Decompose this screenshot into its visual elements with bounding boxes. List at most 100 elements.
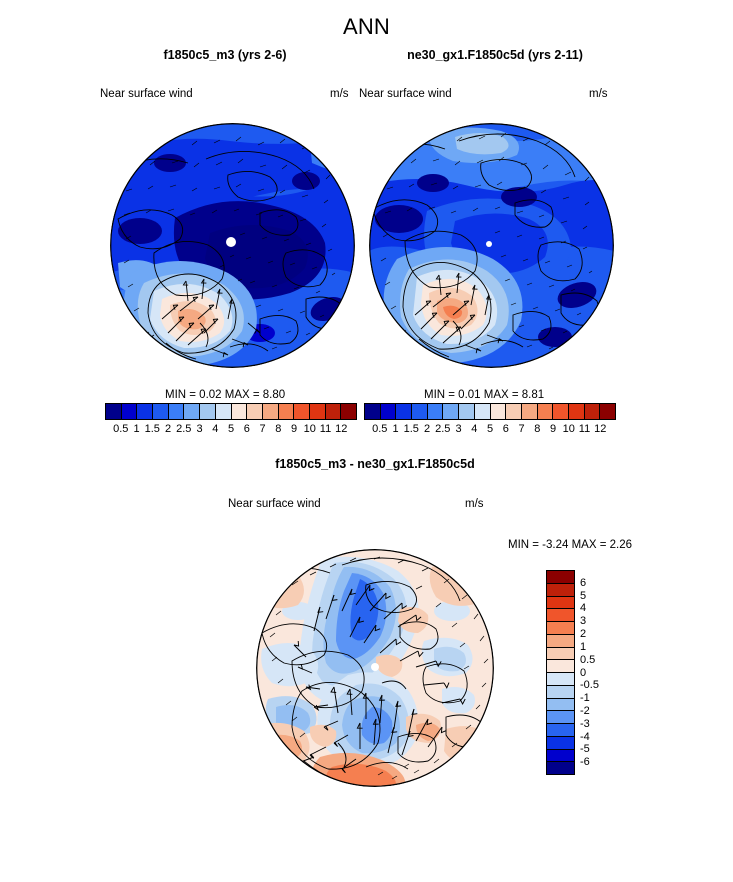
colorbar-cell-9 xyxy=(506,404,522,419)
colorbar-diff-tick-label: 1 xyxy=(580,640,587,653)
colorbar-cell-15 xyxy=(600,404,615,419)
colorbar-cell-1 xyxy=(121,404,138,419)
colorbar-cell-7 xyxy=(474,404,491,419)
colorbar-tick-label: 9 xyxy=(290,423,298,435)
colorbar-tick-label: 8 xyxy=(534,423,541,435)
colorbar-diff-tick-label: 0 xyxy=(580,666,587,679)
colorbar-diff-tick-label: -1 xyxy=(580,692,590,705)
colorbar-cell-2 xyxy=(396,404,413,419)
colorbar-tick-label: 7 xyxy=(259,423,266,435)
colorbar-diff-cell-7 xyxy=(547,660,574,673)
colorbar-tick-label: 7 xyxy=(518,423,525,435)
colorbar-diff-labels: 6 5 4 3 2 1 0.5 0 -0.5 -1 -2 -3 -4 -5 -6 xyxy=(580,570,620,775)
colorbar-tick-label: 5 xyxy=(227,423,235,435)
colorbar-diff-cell-12 xyxy=(547,724,574,737)
colorbar-tick-label: 6 xyxy=(502,423,509,435)
colorbar-cell-9 xyxy=(247,404,263,419)
colorbar-cell-10 xyxy=(521,404,538,419)
colorbar-diff-cell-2 xyxy=(547,596,574,610)
colorbar-cell-4 xyxy=(168,404,185,419)
colorbar-tick-label: 4 xyxy=(471,423,478,435)
panel-title-left: f1850c5_m3 (yrs 2-6) xyxy=(163,48,287,62)
colorbar-diff-cell-8 xyxy=(547,673,574,686)
colorbar-cell-2 xyxy=(137,404,154,419)
colorbar-left-cells xyxy=(105,403,357,420)
colorbar-diff-cell-15 xyxy=(547,762,574,774)
colorbar-cell-0 xyxy=(106,404,122,419)
colorbar-diff-tick-label: -3 xyxy=(580,717,590,730)
colorbar-tick-label: 2 xyxy=(164,423,172,435)
colorbar-tick-label: 10 xyxy=(303,423,316,435)
colorbar-diff-cell-5 xyxy=(547,634,574,648)
colorbar-tick-label: 12 xyxy=(594,423,607,435)
polar-map-diff xyxy=(256,549,494,787)
colorbar-cell-5 xyxy=(443,404,460,419)
colorbar-diff-cell-10 xyxy=(547,698,574,712)
polar-map-left xyxy=(110,123,355,368)
colorbar-diff-tick-label: 2 xyxy=(580,628,587,641)
colorbar-cell-0 xyxy=(365,404,381,419)
colorbar-cell-14 xyxy=(325,404,342,419)
colorbar-cell-13 xyxy=(568,404,585,419)
colorbar-diff-cells xyxy=(546,570,575,775)
colorbar-cell-5 xyxy=(184,404,201,419)
field-label-diff: Near surface wind xyxy=(228,498,321,510)
colorbar-tick-label: 4 xyxy=(212,423,219,435)
colorbar-cell-12 xyxy=(553,404,569,419)
panel-title-right: ne30_gx1.F1850c5d (yrs 2-11) xyxy=(407,48,583,62)
colorbar-tick-label: 10 xyxy=(562,423,575,435)
colorbar-cell-14 xyxy=(584,404,601,419)
colorbar-diff-cell-9 xyxy=(547,685,574,699)
colorbar-tick-label: 1.5 xyxy=(403,423,419,435)
colorbar-cell-10 xyxy=(262,404,279,419)
colorbar-tick-label: 1 xyxy=(392,423,399,435)
colorbar-cell-15 xyxy=(341,404,356,419)
north-pole-marker-left xyxy=(226,237,236,247)
colorbar-diff-cell-4 xyxy=(547,622,574,635)
colorbar-tick-label: 12 xyxy=(335,423,348,435)
colorbar-cell-7 xyxy=(215,404,232,419)
colorbar-left-labels: 0.5 1 1.5 2 2.5 3 4 5 6 7 8 9 10 11 12 xyxy=(105,423,357,439)
unit-label-right: m/s xyxy=(589,88,608,100)
colorbar-cell-6 xyxy=(200,404,216,419)
colorbar-diff-cell-13 xyxy=(547,736,574,750)
colorbar-diff-tick-label: -4 xyxy=(580,730,590,743)
colorbar-tick-label: 8 xyxy=(275,423,282,435)
colorbar-cell-6 xyxy=(459,404,475,419)
colorbar-diff-tick-label: -6 xyxy=(580,756,590,769)
colorbar-tick-label: 11 xyxy=(578,423,591,435)
colorbar-tick-label: 2.5 xyxy=(435,423,451,435)
colorbar-cell-4 xyxy=(427,404,444,419)
minmax-label-diff: MIN = -3.24 MAX = 2.26 xyxy=(508,539,633,551)
colorbar-tick-label: 2 xyxy=(423,423,431,435)
colorbar-diff xyxy=(546,570,575,775)
colorbar-diff-cell-11 xyxy=(547,711,574,724)
colorbar-cell-3 xyxy=(412,404,428,419)
north-pole-marker-diff xyxy=(371,663,379,671)
polar-map-right xyxy=(369,123,614,368)
colorbar-diff-tick-label: 0.5 xyxy=(580,653,596,666)
minmax-label-right: MIN = 0.01 MAX = 8.81 xyxy=(424,389,545,401)
colorbar-cell-11 xyxy=(537,404,554,419)
colorbar-tick-label: 6 xyxy=(243,423,250,435)
colorbar-diff-cell-3 xyxy=(547,609,574,622)
colorbar-right-cells xyxy=(364,403,616,420)
minmax-label-left: MIN = 0.02 MAX = 8.80 xyxy=(165,389,286,401)
colorbar-cell-8 xyxy=(231,404,248,419)
colorbar-diff-tick-label: -5 xyxy=(580,743,590,756)
colorbar-left: 0.5 1 1.5 2 2.5 3 4 5 6 7 8 9 10 11 12 xyxy=(105,403,357,439)
colorbar-diff-tick-label: -0.5 xyxy=(580,679,599,692)
colorbar-cell-12 xyxy=(294,404,310,419)
colorbar-cell-13 xyxy=(309,404,326,419)
colorbar-diff-cell-6 xyxy=(547,647,574,661)
field-label-left: Near surface wind xyxy=(100,88,193,100)
colorbar-tick-label: 9 xyxy=(549,423,557,435)
colorbar-diff-tick-label: 4 xyxy=(580,602,587,615)
colorbar-tick-label: 1 xyxy=(133,423,140,435)
unit-label-left: m/s xyxy=(330,88,349,100)
colorbar-tick-label: 0.5 xyxy=(372,423,388,435)
panel-title-diff: f1850c5_m3 - ne30_gx1.F1850c5d xyxy=(275,457,475,471)
unit-label-diff: m/s xyxy=(465,498,484,510)
colorbar-cell-3 xyxy=(153,404,169,419)
figure-main-title: ANN xyxy=(342,14,391,39)
